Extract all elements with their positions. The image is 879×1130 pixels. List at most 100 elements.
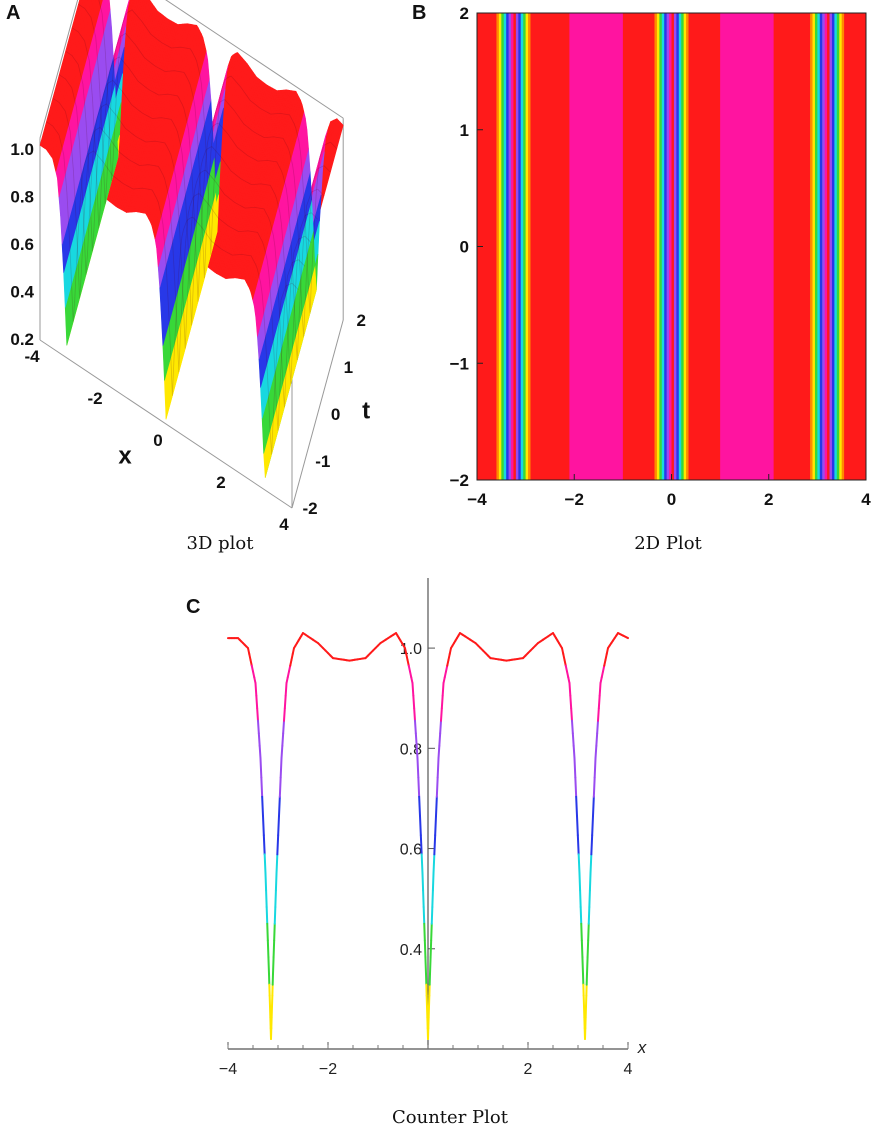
profile-curve <box>227 632 629 1040</box>
curve-segment <box>423 922 426 942</box>
density-stripe <box>671 13 675 480</box>
curve-segment <box>597 707 600 722</box>
density-stripe <box>829 13 833 480</box>
t-tick-label: -2 <box>302 499 317 518</box>
curve-segment <box>593 757 597 779</box>
curve-segment <box>433 834 437 856</box>
density-band <box>720 13 775 480</box>
curve-segment <box>262 834 266 856</box>
curve-segment <box>424 956 427 975</box>
curve-segment <box>273 906 277 925</box>
curve-segment <box>573 757 577 779</box>
density-stripe <box>498 13 502 480</box>
profile-line-chart: −4 −2 2 4x0.40.60.81.0 <box>219 578 647 1078</box>
z-tick-label: 0.6 <box>10 235 34 254</box>
curve-segment <box>569 694 573 710</box>
x-tick-label: -4 <box>24 347 40 366</box>
y-tick-label: 1 <box>460 121 469 140</box>
curve-segment <box>441 682 445 697</box>
curve-segment <box>586 956 589 975</box>
box-edge <box>165 0 344 119</box>
density-stripe <box>506 13 510 480</box>
density-stripe <box>810 13 814 480</box>
curve-segment <box>570 707 573 722</box>
curve-segment <box>283 694 287 710</box>
density-stripe <box>814 13 818 480</box>
caption-3d-plot: 3D plot <box>186 533 254 554</box>
x-tick-label: −4 <box>467 490 487 509</box>
density-stripe <box>513 13 517 480</box>
surface-strip <box>39 0 82 147</box>
y-tick-label: −2 <box>450 471 469 490</box>
curve-segment <box>586 939 590 959</box>
x-tick-label: −2 <box>319 1061 337 1078</box>
curve-segment <box>261 795 264 817</box>
mesh-line <box>65 50 318 384</box>
caption-counter-plot: Counter Plot <box>392 1107 508 1128</box>
curve-segment <box>430 906 434 925</box>
curve-segment <box>440 707 443 722</box>
density-stripe <box>528 13 531 480</box>
curve-segment <box>260 776 264 798</box>
curve-segment <box>256 707 259 722</box>
curve-segment <box>272 956 275 975</box>
density-stripe <box>664 13 668 480</box>
curve-segment <box>264 872 268 892</box>
curve-segment <box>592 776 596 798</box>
curve-segment <box>595 732 599 747</box>
curve-segment <box>419 834 423 856</box>
z-tick-label: 0.4 <box>10 283 34 302</box>
x-axis-label: x <box>118 442 132 469</box>
y-tick-label: −1 <box>450 354 469 373</box>
surface-strips <box>39 0 344 478</box>
curve-segment <box>282 719 285 735</box>
density-stripe <box>681 13 685 480</box>
curve-segment <box>262 814 265 837</box>
x-tick-label: 4 <box>279 515 289 534</box>
curve-segment <box>579 889 582 909</box>
curve-segment <box>437 744 441 760</box>
curve-segment <box>263 853 267 875</box>
density-stripe <box>822 13 826 480</box>
curve-segment <box>575 795 578 817</box>
t-tick-label: 0 <box>331 405 340 424</box>
density-stripe <box>676 13 680 480</box>
z-tick-label: 0.2 <box>10 330 34 349</box>
curve-segment <box>580 922 583 942</box>
density-stripe <box>834 13 838 480</box>
curve-segment <box>430 922 433 942</box>
t-tick-label: -1 <box>315 452 330 471</box>
density-band <box>530 13 570 480</box>
curve-segment <box>415 744 419 760</box>
curve-segment <box>276 834 280 856</box>
curve-segment <box>429 956 432 975</box>
density-band <box>622 13 655 480</box>
x-tick-label: 4 <box>861 490 871 509</box>
mesh-line <box>58 74 312 408</box>
curve-segment <box>283 707 286 722</box>
density-stripe <box>831 13 835 480</box>
panel-letter-c: C <box>186 596 201 618</box>
density-stripe <box>812 13 816 480</box>
x-axis-label: x <box>637 1038 647 1057</box>
y-tick-label: 2 <box>460 4 469 23</box>
panel-letter-a: A <box>6 2 21 24</box>
density-stripe <box>669 13 672 480</box>
density-stripe <box>841 13 845 480</box>
x-tick-label: 4 <box>624 1061 633 1078</box>
density-stripe <box>525 13 529 480</box>
mesh-line <box>98 0 338 314</box>
curve-segment <box>284 682 288 697</box>
density-stripe <box>661 13 665 480</box>
density-band <box>569 13 624 480</box>
curve-segment <box>411 682 415 697</box>
curve-segment <box>280 744 284 760</box>
density-stripe <box>508 13 512 480</box>
z-tick-label: 0.8 <box>10 188 34 207</box>
density-stripe <box>673 13 677 480</box>
curve-segment <box>412 694 416 710</box>
density-stripe <box>654 13 658 480</box>
density-stripe <box>839 13 843 480</box>
density-stripe <box>496 13 500 480</box>
